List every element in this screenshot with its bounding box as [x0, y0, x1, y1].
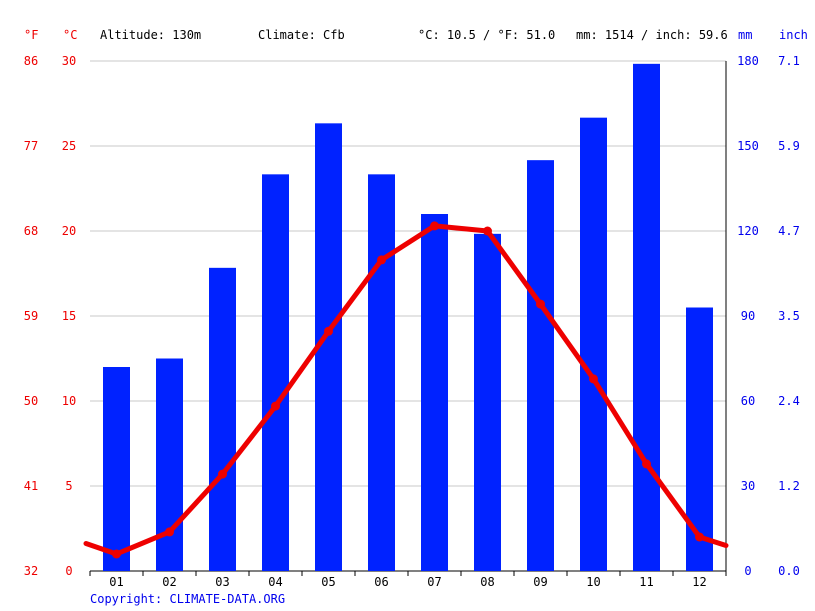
- inch-tick-label: 1.2: [778, 479, 800, 493]
- temperature-point: [642, 459, 651, 469]
- celsius-unit-label: °C: [63, 28, 78, 42]
- inch-tick-label: 3.5: [778, 309, 800, 323]
- inch-tick-label: 5.9: [778, 139, 800, 153]
- month-label: 05: [321, 575, 335, 589]
- mm-tick-label: 150: [737, 139, 759, 153]
- celsius-tick-label: 30: [62, 54, 76, 68]
- temperature-point: [324, 326, 333, 336]
- precipitation-bar: [262, 174, 289, 572]
- fahrenheit-tick-label: 77: [24, 139, 38, 153]
- mm-tick-label: 60: [741, 394, 755, 408]
- fahrenheit-unit-label: °F: [24, 28, 39, 42]
- precipitation-bar: [156, 358, 183, 571]
- inch-tick-label: 7.1: [778, 54, 800, 68]
- fahrenheit-tick-label: 32: [24, 564, 38, 578]
- temperature-point: [112, 549, 121, 559]
- precipitation-bar: [474, 233, 501, 572]
- precipitation-bar: [686, 307, 713, 571]
- temperature-point: [165, 527, 174, 537]
- temperature-point: [430, 221, 439, 231]
- inch-tick-label: 4.7: [778, 224, 800, 238]
- month-label: 06: [374, 575, 388, 589]
- precipitation-bar: [527, 160, 554, 571]
- celsius-tick-label: 10: [62, 394, 76, 408]
- month-label: 10: [586, 575, 600, 589]
- temperature-point: [377, 255, 386, 265]
- mm-tick-label: 120: [737, 224, 759, 238]
- altitude-label: Altitude: 130m: [100, 28, 202, 42]
- average-temperature-label: °C: 10.5 / °F: 51.0: [418, 28, 556, 42]
- precipitation-bar: [209, 267, 236, 571]
- fahrenheit-tick-label: 41: [24, 479, 38, 493]
- mm-tick-label: 30: [741, 479, 755, 493]
- inch-tick-label: 2.4: [778, 394, 800, 408]
- mm-tick-label: 0: [744, 564, 751, 578]
- temperature-point: [589, 374, 598, 384]
- inch-tick-label: 0.0: [778, 564, 800, 578]
- fahrenheit-tick-label: 68: [24, 224, 38, 238]
- precipitation-bar: [633, 63, 660, 571]
- total-precipitation-label: mm: 1514 / inch: 59.6: [576, 28, 728, 42]
- temperature-point: [218, 469, 227, 479]
- month-label: 09: [533, 575, 547, 589]
- mm-tick-label: 180: [737, 54, 759, 68]
- copyright-link[interactable]: Copyright: CLIMATE-DATA.ORG: [90, 592, 286, 606]
- month-label: 07: [427, 575, 441, 589]
- mm-unit-label: mm: [738, 28, 753, 42]
- precipitation-bar: [421, 214, 448, 571]
- temperature-point: [536, 299, 545, 309]
- temperature-point: [483, 226, 492, 236]
- celsius-tick-label: 25: [62, 139, 76, 153]
- precipitation-bar: [103, 367, 130, 571]
- month-label: 02: [162, 575, 176, 589]
- temperature-line: [83, 223, 729, 557]
- temperature-point: [271, 401, 280, 411]
- precipitation-bar: [580, 117, 607, 572]
- month-label: 04: [268, 575, 282, 589]
- month-label: 01: [109, 575, 123, 589]
- temperature-point: [695, 532, 704, 542]
- month-label: 03: [215, 575, 229, 589]
- fahrenheit-tick-label: 50: [24, 394, 38, 408]
- fahrenheit-tick-label: 59: [24, 309, 38, 323]
- fahrenheit-tick-label: 86: [24, 54, 38, 68]
- climate-label: Climate: Cfb: [258, 28, 345, 42]
- mm-tick-label: 90: [741, 309, 755, 323]
- celsius-tick-label: 15: [62, 309, 76, 323]
- inch-unit-label: inch: [779, 28, 808, 42]
- celsius-tick-label: 0: [65, 564, 72, 578]
- precipitation-bar: [368, 174, 395, 572]
- month-label: 12: [692, 575, 706, 589]
- celsius-tick-label: 5: [65, 479, 72, 493]
- celsius-tick-label: 20: [62, 224, 76, 238]
- month-label: 11: [639, 575, 653, 589]
- month-label: 08: [480, 575, 494, 589]
